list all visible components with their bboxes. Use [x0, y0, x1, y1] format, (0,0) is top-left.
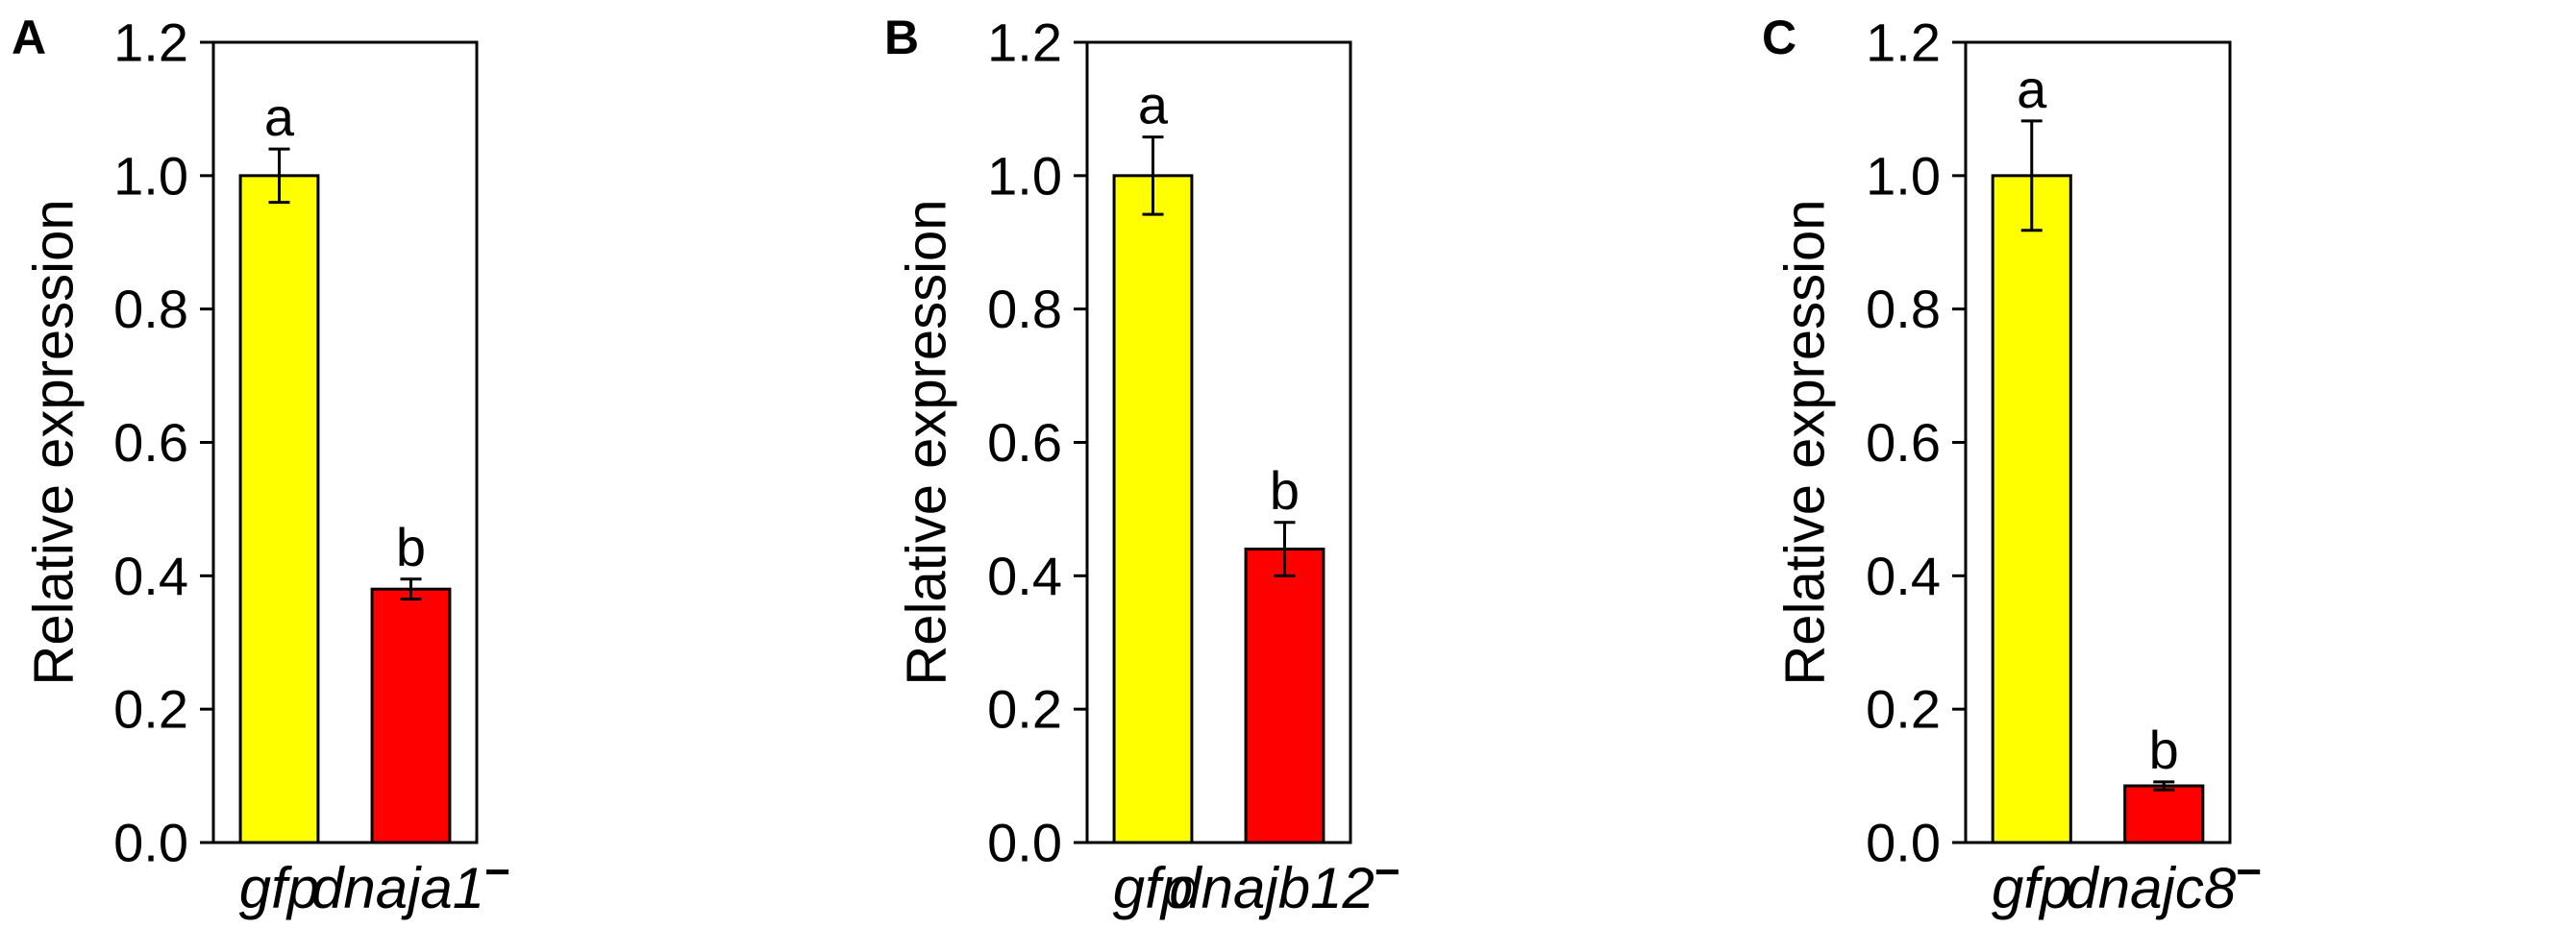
x-tick-label: dnaja1− — [311, 846, 510, 920]
category-name: dnajb12 — [1169, 856, 1375, 920]
y-tick-label: 0.4 — [1866, 546, 1941, 606]
plot-frame — [1085, 40, 1352, 844]
category-superscript: − — [2236, 846, 2262, 896]
y-tick-label: 1.0 — [113, 145, 188, 206]
significance-label: a — [2017, 59, 2047, 119]
chart-panel-b: B Relative expression 0.0 0.2 0.4 0.6 0.8 1.0 1.… — [884, 11, 1400, 920]
chart-panel-a: A Relative expression 0.0 0.2 0.4 0.6 0.8 1.0 1.… — [12, 11, 510, 920]
y-tick-label: 0.2 — [987, 679, 1062, 740]
category-name: dnaja1 — [311, 856, 484, 920]
plot-frame — [211, 40, 479, 844]
category-name: gfp — [239, 856, 319, 920]
y-tick-label: 0.6 — [1866, 412, 1941, 473]
y-axis-label: Relative expression — [1773, 199, 1836, 685]
y-axis-label: Relative expression — [895, 199, 957, 685]
category-name: gfp — [1113, 856, 1193, 920]
category-superscript: − — [1375, 846, 1400, 896]
x-tick-label: gfp — [1113, 856, 1193, 920]
x-tick-label: dnajc8− — [2066, 846, 2262, 920]
y-tick-label: 0.8 — [113, 279, 188, 339]
x-tick-label: gfp — [1992, 856, 2071, 920]
significance-label: a — [1138, 75, 1169, 135]
y-tick-label: 1.2 — [113, 12, 188, 73]
bar-dnajc8 — [2123, 784, 2205, 844]
x-tick-label: dnajb12− — [1169, 846, 1399, 920]
bar-gfp — [1991, 174, 2072, 844]
plot-frame — [1964, 40, 2232, 844]
y-tick-label: 1.2 — [1866, 12, 1941, 73]
category-name: dnajc8 — [2066, 856, 2236, 920]
y-tick-label: 0.4 — [113, 546, 188, 606]
y-tick-label: 0.4 — [987, 546, 1062, 606]
y-tick-label: 0.0 — [987, 813, 1062, 873]
y-tick-label: 1.0 — [1866, 145, 1941, 206]
bar-gfp — [1112, 174, 1194, 844]
panel-letter: A — [12, 11, 46, 64]
significance-label: b — [1270, 460, 1300, 521]
y-tick-label: 0.6 — [113, 412, 188, 473]
significance-label: a — [264, 86, 295, 147]
panel-letter: C — [1762, 11, 1796, 64]
y-tick-label: 0.6 — [987, 412, 1062, 473]
bar-gfp — [238, 174, 320, 844]
y-tick-label: 0.8 — [987, 279, 1062, 339]
chart-panel-c: C Relative expression 0.0 0.2 0.4 0.6 0.8 1.0 1.… — [1762, 11, 2262, 920]
y-tick-label: 1.2 — [987, 12, 1062, 73]
bar-dnajb12 — [1244, 548, 1325, 844]
category-superscript: − — [484, 846, 510, 896]
category-name: gfp — [1992, 856, 2071, 920]
panel-letter: B — [884, 11, 919, 64]
significance-label: b — [2149, 720, 2179, 780]
y-axis-label: Relative expression — [22, 199, 85, 685]
y-tick-label: 1.0 — [987, 145, 1062, 206]
bar-dnaja1 — [370, 587, 452, 844]
y-tick-label: 0.8 — [1866, 279, 1941, 339]
y-tick-label: 0.0 — [1866, 813, 1941, 873]
y-tick-label: 0.0 — [113, 813, 188, 873]
y-tick-label: 0.2 — [113, 679, 188, 740]
x-tick-label: gfp — [239, 856, 319, 920]
significance-label: b — [396, 517, 426, 577]
y-tick-label: 0.2 — [1866, 679, 1941, 740]
